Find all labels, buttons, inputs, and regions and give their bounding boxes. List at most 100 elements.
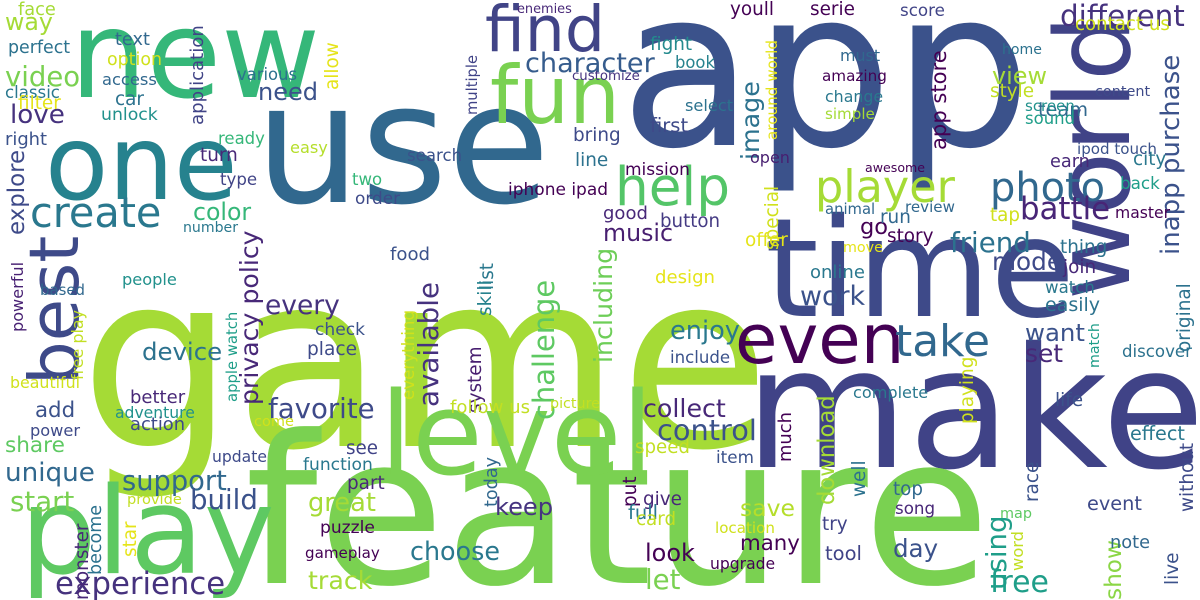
cloud-word: upgrade <box>710 554 776 573</box>
cloud-word: make <box>745 312 1200 508</box>
cloud-word: free play <box>68 309 88 380</box>
cloud-word: way <box>5 8 53 37</box>
cloud-word: come <box>254 413 294 430</box>
cloud-word: video <box>5 61 81 94</box>
cloud-word: score <box>900 0 945 20</box>
cloud-word: tap <box>990 204 1020 226</box>
cloud-word: earn <box>1050 152 1090 173</box>
cloud-word: must <box>840 46 881 66</box>
cloud-word: control <box>657 412 757 447</box>
cloud-word: power <box>30 421 81 441</box>
cloud-word: update <box>212 447 267 466</box>
cloud-word: use <box>255 47 551 242</box>
cloud-word: contact us <box>1075 14 1170 36</box>
cloud-word: player <box>815 161 955 213</box>
cloud-word: story <box>887 225 934 247</box>
cloud-word: powerful <box>8 261 27 332</box>
cloud-word: playing <box>956 356 978 424</box>
cloud-word: offer <box>745 229 788 251</box>
cloud-word: mode <box>992 246 1063 276</box>
cloud-word: start <box>10 485 75 519</box>
cloud-word: follow us <box>450 397 531 418</box>
cloud-word: add <box>35 398 76 424</box>
cloud-word: easy <box>290 137 328 157</box>
cloud-word: every <box>265 289 340 321</box>
cloud-word: want <box>1025 317 1085 347</box>
cloud-word: run <box>880 206 911 228</box>
cloud-word: enjoy <box>670 316 740 347</box>
cloud-word: various <box>237 65 297 85</box>
cloud-word: see <box>346 437 379 459</box>
cloud-word: sound <box>1025 108 1076 128</box>
cloud-word: take <box>895 316 990 367</box>
cloud-word: go <box>860 213 889 240</box>
cloud-word: race <box>1021 461 1043 502</box>
cloud-word: good <box>603 202 648 224</box>
cloud-word: iphone ipad <box>508 180 609 200</box>
cloud-word: check <box>315 320 366 340</box>
cloud-word: different <box>1060 0 1185 34</box>
cloud-word: color <box>193 198 252 227</box>
cloud-word: without <box>1176 442 1198 512</box>
cloud-word: well <box>848 460 870 497</box>
cloud-word: open <box>750 148 790 167</box>
cloud-word: track <box>308 566 373 596</box>
cloud-word: one <box>45 104 238 225</box>
cloud-word: need <box>258 78 318 106</box>
cloud-word: action <box>130 413 186 435</box>
cloud-word: battle <box>1020 190 1111 227</box>
cloud-word: type <box>220 169 258 189</box>
cloud-word: text <box>115 29 150 50</box>
cloud-word: everything <box>397 309 418 400</box>
cloud-word: keep <box>495 493 554 521</box>
cloud-word: collect <box>643 394 726 424</box>
cloud-word: note <box>1110 532 1151 554</box>
cloud-word: unlock <box>101 104 158 125</box>
cloud-word: let <box>645 563 681 597</box>
cloud-word: awesome <box>865 159 926 175</box>
cloud-word: share <box>5 433 65 459</box>
cloud-word: experience <box>55 566 226 600</box>
cloud-word: using <box>980 515 1014 590</box>
cloud-word: music <box>603 219 674 248</box>
cloud-word: include <box>670 347 731 367</box>
cloud-word: people <box>122 270 177 290</box>
cloud-word: part <box>347 472 385 494</box>
cloud-word: word <box>1007 530 1027 571</box>
cloud-word: photo <box>990 165 1106 212</box>
cloud-word: apple watch <box>223 311 241 402</box>
cloud-word: tool <box>825 541 862 565</box>
cloud-word: enemies <box>517 2 572 17</box>
cloud-word: serie <box>810 0 855 20</box>
cloud-word: two <box>352 169 383 189</box>
cloud-word: design <box>655 266 716 288</box>
cloud-word: play <box>20 462 275 600</box>
cloud-word: character <box>525 48 655 80</box>
cloud-word: create <box>30 189 162 238</box>
cloud-word: event <box>1087 491 1142 515</box>
cloud-word: filter <box>18 92 61 114</box>
cloud-word: look <box>645 539 695 567</box>
cloud-word: application <box>186 25 208 125</box>
cloud-word: gameplay <box>305 543 380 562</box>
cloud-word: discover <box>1122 341 1192 361</box>
cloud-word: support <box>122 466 227 498</box>
cloud-word: app <box>620 0 1032 197</box>
cloud-word: choose <box>410 536 500 567</box>
cloud-word: build <box>190 483 258 517</box>
cloud-word: available <box>412 282 446 407</box>
cloud-word: monster <box>71 523 93 600</box>
cloud-word: customize <box>572 68 640 84</box>
cloud-word: today <box>482 456 503 507</box>
cloud-word: free <box>990 565 1049 600</box>
cloud-word: set <box>1025 338 1064 368</box>
cloud-word: turn <box>200 144 238 166</box>
cloud-word: around world <box>763 39 782 140</box>
cloud-word: song <box>895 497 936 518</box>
cloud-word: effect <box>1130 421 1185 445</box>
cloud-word: screen <box>1025 96 1075 115</box>
cloud-word: many <box>740 531 800 557</box>
cloud-word: amazing <box>822 66 887 85</box>
cloud-word: explore <box>3 149 30 235</box>
